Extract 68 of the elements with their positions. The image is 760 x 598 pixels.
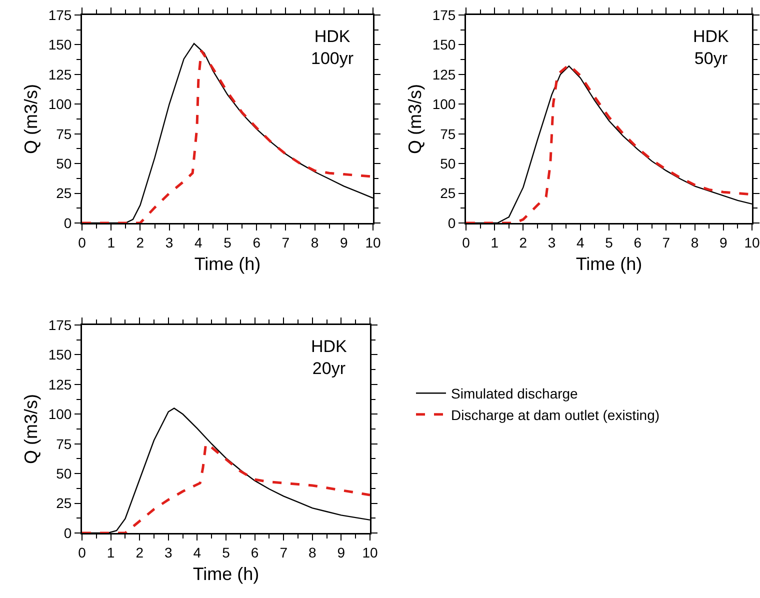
x-tick-label: 2 [519, 234, 528, 250]
y-tick-label: 25 [56, 185, 72, 202]
y-tick-label: 75 [56, 126, 72, 142]
x-axis-title: Time (h) [194, 254, 261, 274]
x-tick-label: 1 [490, 234, 499, 250]
y-axis-title: Q (m3/s) [404, 84, 425, 154]
y-axis-title: Q (m3/s) [20, 394, 41, 464]
x-tick-label: 10 [365, 234, 381, 250]
x-tick-label: 4 [576, 234, 584, 250]
x-tick-label: 9 [337, 544, 346, 560]
y-tick-label: 75 [440, 126, 456, 142]
y-tick-label: 125 [48, 66, 72, 82]
x-tick-label: 7 [280, 544, 288, 560]
x-tick-label: 0 [78, 544, 86, 560]
x-tick-label: 8 [690, 234, 699, 250]
y-tick-label: 0 [64, 524, 72, 541]
x-axis-title: Time (h) [192, 564, 260, 584]
x-tick-label: 2 [136, 544, 144, 560]
x-tick-label: 8 [310, 234, 319, 250]
x-tick-label: 1 [107, 234, 116, 250]
y-tick-label: 175 [432, 6, 456, 23]
x-tick-label: 7 [662, 234, 670, 250]
x-tick-label: 8 [308, 544, 316, 560]
annotation: HDK 20yr [311, 337, 348, 378]
x-tick-label: 0 [78, 234, 86, 250]
x-tick-label: 10 [744, 234, 760, 250]
x-tick-label: 3 [548, 234, 556, 250]
y-tick-label: 125 [432, 66, 456, 82]
y-tick-label: 50 [56, 465, 72, 482]
y-axis-title: Q (m3/s) [20, 84, 41, 154]
y-tick-label: 0 [448, 214, 456, 231]
y-tick-label: 125 [48, 376, 72, 392]
x-tick-label: 10 [362, 544, 378, 560]
y-tick-label: 100 [48, 406, 72, 422]
y-tick-label: 150 [48, 346, 72, 363]
y-tick-label: 100 [432, 96, 456, 112]
x-tick-label: 3 [165, 234, 174, 250]
y-tick-label: 150 [48, 36, 72, 53]
x-tick-label: 5 [605, 234, 614, 250]
y-tick-label: 100 [48, 96, 72, 112]
legend-label: Discharge at dam outlet (existing) [451, 406, 660, 423]
y-tick-label: 75 [56, 436, 72, 452]
x-tick-label: 6 [250, 544, 259, 560]
annotation: HDK 100yr [311, 27, 354, 68]
y-tick-label: 0 [64, 214, 72, 231]
y-tick-label: 50 [56, 155, 72, 172]
annotation: HDK 50yr [693, 27, 730, 68]
y-tick-label: 175 [48, 316, 72, 333]
y-tick-label: 50 [440, 155, 456, 172]
x-tick-label: 3 [164, 544, 172, 560]
y-tick-label: 175 [48, 6, 72, 23]
x-axis-title: Time (h) [576, 254, 642, 274]
x-tick-label: 1 [106, 544, 115, 560]
x-tick-label: 0 [462, 234, 470, 250]
x-tick-label: 9 [340, 234, 348, 250]
x-tick-label: 6 [252, 234, 261, 250]
x-tick-label: 6 [634, 234, 642, 250]
x-tick-label: 2 [136, 234, 144, 250]
x-tick-label: 9 [720, 234, 728, 250]
y-tick-label: 150 [432, 36, 456, 53]
x-tick-label: 5 [224, 234, 232, 250]
x-tick-label: 4 [193, 544, 202, 560]
legend-label: Simulated discharge [451, 386, 578, 402]
y-tick-label: 25 [440, 185, 456, 202]
x-tick-label: 7 [282, 234, 290, 250]
y-tick-label: 25 [56, 495, 72, 512]
x-tick-label: 5 [222, 544, 230, 560]
x-tick-label: 4 [194, 234, 202, 250]
